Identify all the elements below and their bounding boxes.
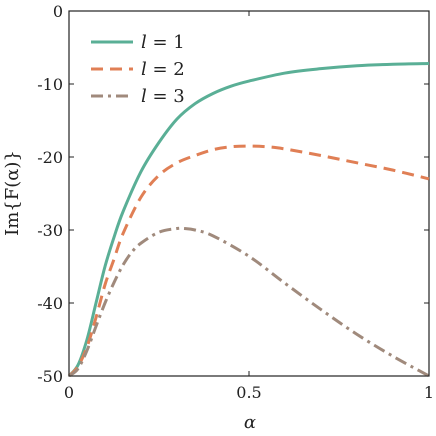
plot-area: 0 0.5 1 0 -10 -20 -30 -40 -50 l = 1 l = 2 l = 3: [37, 2, 434, 402]
x-axis-label: α: [244, 412, 256, 433]
ticks-layer: 0 0.5 1 0 -10 -20 -30 -40 -50: [37, 2, 434, 402]
series-layer: [67, 62, 430, 378]
y-tick-label: -40: [37, 294, 63, 313]
y-tick-label: -10: [37, 75, 63, 94]
legend: l = 1 l = 2 l = 3: [91, 32, 185, 107]
legend-label-l2: l = 2: [141, 59, 185, 80]
legend-label-l3: l = 3: [141, 86, 185, 107]
y-tick-label: -30: [37, 221, 63, 240]
x-tick-label: 0.5: [236, 383, 261, 402]
series-line-l3: [68, 226, 430, 378]
y-axis-label: Im{F(α)}: [2, 150, 23, 236]
y-tick-label: -20: [37, 148, 63, 167]
y-tick-label: 0: [53, 2, 63, 21]
x-tick-label: 0: [64, 383, 74, 402]
series-line-l1: [67, 62, 430, 378]
y-tick-label: -50: [37, 367, 63, 386]
x-tick-label: 1: [424, 383, 434, 402]
series-line-l2: [67, 144, 430, 378]
legend-label-l1: l = 1: [141, 32, 185, 53]
